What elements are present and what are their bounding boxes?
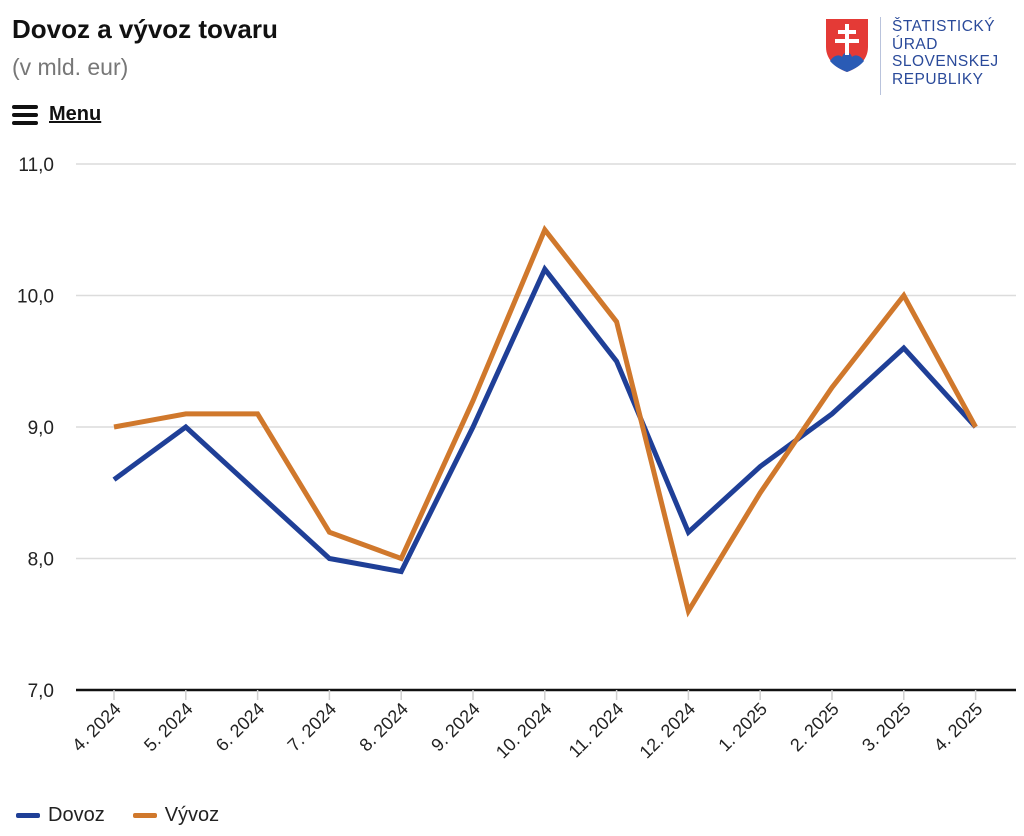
x-tick-label: 11. 2024: [565, 699, 628, 762]
logo-text: ŠTATISTICKÝ ÚRAD SLOVENSKEJ REPUBLIKY: [892, 18, 999, 88]
y-tick-label: 7,0: [28, 681, 54, 702]
series-line-dovoz: [112, 264, 978, 575]
slovak-coat-of-arms-icon: [826, 19, 868, 72]
y-tick-label: 10,0: [17, 287, 54, 308]
x-tick-label: 2. 2025: [786, 699, 843, 756]
menu-label: Menu: [49, 103, 102, 125]
x-tick-label: 9. 2024: [427, 699, 484, 756]
x-tick-label: 1. 2025: [714, 699, 771, 756]
hamburger-icon: [12, 104, 38, 125]
statistics-office-logo: ŠTATISTICKÝ ÚRAD SLOVENSKEJ REPUBLIKY: [824, 17, 1014, 97]
menu-button[interactable]: Menu: [12, 103, 101, 126]
chart-title: Dovoz a vývoz tovaru: [12, 14, 278, 44]
x-tick-label: 6. 2024: [212, 699, 269, 756]
y-tick-label: 11,0: [18, 155, 54, 176]
line-chart: 7,0 8,0 9,0 10,0 11,0 4. 2024 5. 2024 6. 2024 7.…: [17, 155, 1016, 763]
x-tick-label: 10. 2024: [492, 699, 556, 763]
y-tick-label: 9,0: [28, 418, 54, 439]
legend-item-dovoz[interactable]: Dovoz: [16, 804, 105, 827]
logo-line: ŠTATISTICKÝ: [892, 18, 996, 35]
x-tick-label: 12. 2024: [636, 699, 700, 763]
logo-line: ÚRAD: [892, 35, 938, 53]
x-tick-label: 3. 2025: [858, 699, 915, 756]
legend-swatch-dovoz: [16, 813, 40, 818]
x-tick-label: 7. 2024: [284, 699, 341, 756]
x-tick-label: 5. 2024: [140, 699, 197, 756]
y-tick-label: 8,0: [28, 550, 54, 571]
legend-swatch-vyvoz: [132, 813, 157, 818]
logo-line: REPUBLIKY: [892, 70, 984, 88]
legend-label-dovoz: Dovoz: [48, 804, 105, 826]
x-tick-label: 8. 2024: [355, 699, 412, 756]
logo-divider: [880, 17, 881, 95]
chart-subtitle: (v mld. eur): [12, 54, 129, 80]
legend-label-vyvoz: Vývoz: [164, 804, 220, 826]
logo-line: SLOVENSKEJ: [892, 53, 999, 70]
x-tick-label: 4. 2024: [68, 699, 125, 756]
legend-item-vyvoz[interactable]: Vývoz: [132, 804, 220, 827]
chart-legend: Dovoz Vývoz: [16, 804, 247, 827]
x-tick-label: 4. 2025: [930, 699, 987, 756]
series-line-vývoz: [113, 224, 978, 618]
